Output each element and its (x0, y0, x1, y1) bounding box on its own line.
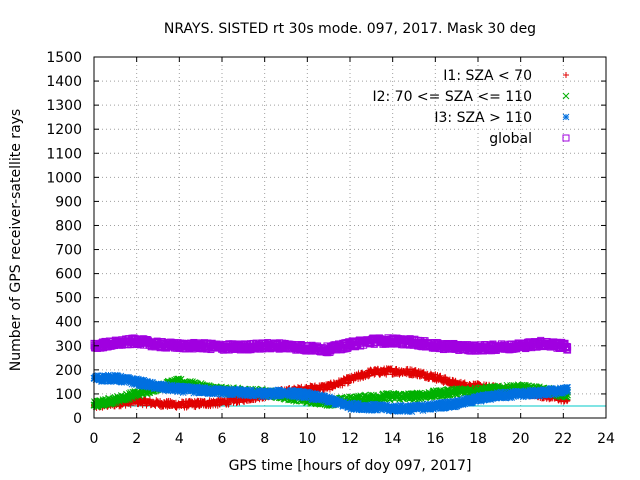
x-tick-label: 6 (218, 431, 227, 447)
y-tick-label: 0 (73, 411, 82, 427)
data-point (236, 399, 243, 406)
y-tick-label: 200 (55, 363, 82, 379)
legend-label: I1: SZA < 70 (443, 68, 532, 84)
x-tick-label: 4 (175, 431, 184, 447)
y-tick-label: 300 (55, 339, 82, 355)
x-tick-label: 0 (90, 431, 99, 447)
x-tick-label: 2 (132, 431, 141, 447)
legend-marker (562, 134, 570, 142)
y-tick-label: 1500 (46, 50, 82, 66)
x-axis-label: GPS time [hours of doy 097, 2017] (229, 458, 472, 474)
x-tick-label: 10 (298, 431, 316, 447)
y-tick-label: 400 (55, 315, 82, 331)
x-tick-label: 16 (426, 431, 444, 447)
data-point (344, 380, 351, 387)
data-point (564, 384, 571, 391)
y-tick-label: 600 (55, 267, 82, 283)
legend: I1: SZA < 70 I2: 70 <= SZA <= 110 I3: SZA … (372, 68, 570, 147)
y-tick-label: 700 (55, 243, 82, 259)
x-tick-label: 18 (469, 431, 487, 447)
y-tick-label: 1300 (46, 98, 82, 114)
x-tick-label: 8 (260, 431, 269, 447)
y-tick-label: 1400 (46, 74, 82, 90)
y-tick-label: 1000 (46, 170, 82, 186)
x-tick-label: 12 (341, 431, 359, 447)
y-axis-label: Number of GPS receiver-satellite rays (8, 109, 24, 371)
y-tick-label: 500 (55, 291, 82, 307)
chart-title: NRAYS. SISTED rt 30s mode. 097, 2017. Ma… (164, 21, 536, 37)
legend-marker (563, 72, 569, 78)
x-tick-label: 20 (512, 431, 530, 447)
legend-label: global (489, 131, 532, 147)
y-tick-label: 100 (55, 387, 82, 403)
y-tick-label: 800 (55, 218, 82, 234)
data-points (90, 334, 572, 416)
x-tick-label: 14 (384, 431, 402, 447)
data-point (371, 371, 378, 378)
legend-marker (562, 113, 570, 121)
y-tick-label: 900 (55, 194, 82, 210)
legend-label: I2: 70 <= SZA <= 110 (372, 89, 532, 105)
legend-marker (562, 92, 570, 100)
y-tick-label: 1100 (46, 146, 82, 162)
data-point (225, 400, 232, 407)
x-tick-label: 22 (554, 431, 572, 447)
y-tick-label: 1200 (46, 122, 82, 138)
x-tick-label: 24 (597, 431, 615, 447)
legend-label: I3: SZA > 110 (434, 110, 532, 126)
series-global (90, 334, 572, 357)
